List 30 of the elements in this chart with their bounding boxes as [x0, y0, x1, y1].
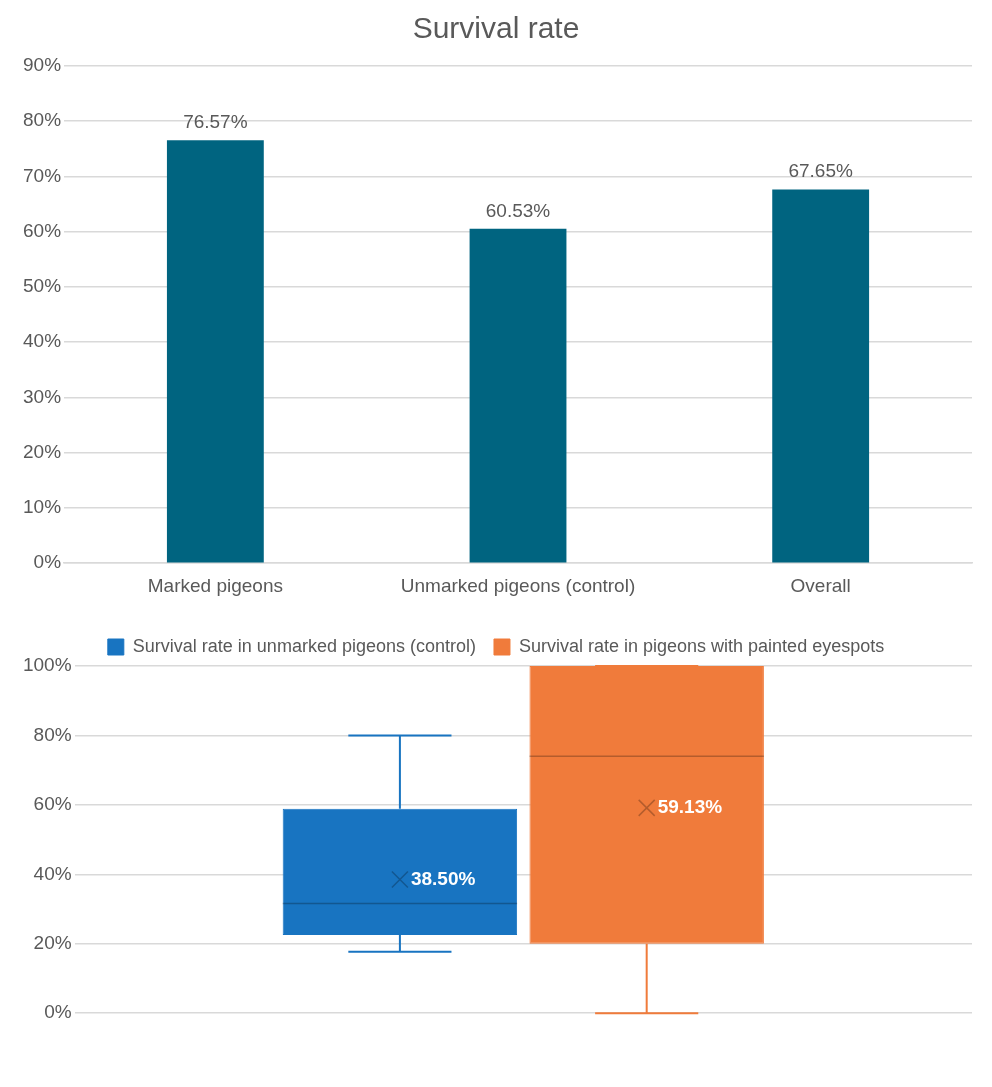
data-label: 60.53%: [485, 199, 551, 221]
y-tick-label: 70%: [23, 164, 62, 186]
y-tick-label: 20%: [33, 931, 72, 953]
y-tick-label: 20%: [23, 440, 62, 462]
y-tick-label: 40%: [33, 862, 72, 884]
y-tick-label: 10%: [23, 496, 62, 518]
y-tick-label: 100%: [22, 654, 72, 676]
y-tick-label: 30%: [23, 385, 62, 407]
text: 38.50%: [410, 867, 476, 889]
legend-label: Survival rate in unmarked pigeons (control): [132, 635, 476, 656]
bar: [772, 189, 870, 563]
y-tick-label: 40%: [23, 330, 62, 352]
y-tick-label: 60%: [33, 793, 72, 815]
data-label: 76.57%: [183, 110, 248, 132]
y-tick-label: 50%: [23, 275, 62, 297]
y-tick-label: 60%: [23, 219, 62, 241]
y-tick-label: 0%: [33, 551, 62, 573]
x-tick-label: Marked pigeons: [147, 574, 283, 596]
y-tick-label: 80%: [23, 109, 62, 131]
bar: [469, 228, 567, 563]
y-tick-label: 90%: [23, 54, 62, 76]
x-tick-label: Overall: [790, 574, 851, 596]
y-tick-label: 0%: [44, 1001, 72, 1023]
x-tick-label: Unmarked pigeons (control): [400, 574, 636, 596]
chart-title: Survival rate: [412, 11, 580, 45]
bar: [166, 140, 264, 563]
legend-label: Survival rate in pigeons with painted eyespots: [518, 635, 885, 656]
text: 59.13%: [657, 796, 723, 818]
data-label: 67.65%: [788, 160, 853, 182]
y-tick-label: 80%: [33, 723, 72, 745]
